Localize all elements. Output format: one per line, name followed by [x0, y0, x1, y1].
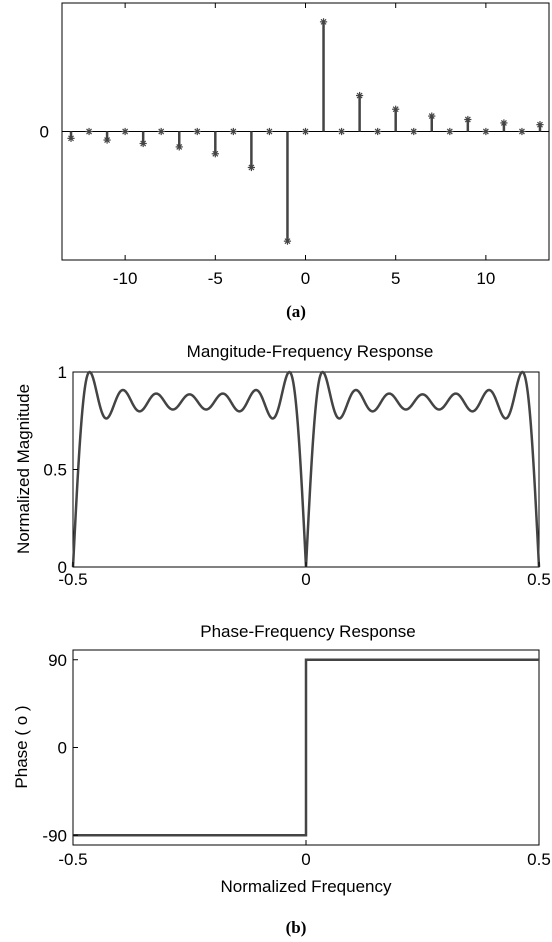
magnitude-title: Mangitude-Frequency Response	[187, 342, 434, 361]
y-tick-label: 0	[58, 558, 67, 577]
x-tick-label: 0	[301, 269, 310, 288]
stem-marker	[157, 127, 165, 136]
x-tick-label: 0.5	[527, 850, 551, 869]
stem-marks	[67, 18, 544, 245]
stem-y-ticks: 0	[40, 123, 49, 142]
caption-b: (b)	[286, 918, 307, 937]
stem-marker	[500, 119, 508, 127]
magnitude-y-ticks: 00.51	[43, 363, 78, 577]
y-tick-label: 0.5	[43, 461, 67, 480]
phase-x-label: Normalized Frequency	[220, 877, 392, 896]
stem-marker	[518, 127, 526, 136]
x-tick-label: 0.5	[527, 570, 551, 589]
stem-plot: -10 -5 0 5 10 0 (a)	[40, 2, 550, 321]
magnitude-x-ticks: -0.5 0 0.5	[58, 562, 551, 589]
magnitude-plot-frame	[72, 371, 540, 568]
stem-marker	[265, 127, 274, 136]
stem-marker	[121, 127, 129, 136]
stem-marker	[356, 91, 364, 100]
stem-marker	[67, 134, 75, 142]
x-tick-label: 0	[301, 850, 310, 869]
stem-marker	[464, 115, 472, 124]
stem-marker	[247, 163, 255, 172]
magnitude-plot: Mangitude-Frequency Response -0.5 0 0.5 00…	[14, 342, 551, 589]
stem-marker	[319, 18, 328, 26]
stem-marker	[193, 127, 201, 136]
y-tick-label: 0	[40, 123, 49, 142]
x-tick-label: -10	[113, 269, 138, 288]
x-tick-label: -5	[208, 269, 223, 288]
stem-marker	[85, 127, 93, 136]
phase-y-label: Phase ( o )	[12, 705, 31, 788]
x-tick-label: -0.5	[58, 570, 87, 589]
stem-marker	[410, 127, 418, 136]
x-tick-label: -0.5	[58, 850, 87, 869]
stem-marker	[283, 237, 292, 245]
phase-curve	[73, 658, 539, 837]
stem-marker	[103, 136, 111, 144]
phase-plot: Phase-Frequency Response -0.5 0 0.5 -90 0 90…	[12, 622, 551, 937]
stem-marker	[337, 127, 346, 136]
x-tick-label: 0	[301, 570, 310, 589]
phase-title: Phase-Frequency Response	[200, 622, 415, 641]
magnitude-curve	[71, 370, 541, 568]
stem-marker	[175, 143, 183, 151]
stem-marker	[139, 139, 147, 148]
stem-marker	[536, 121, 544, 129]
magnitude-y-label: Normalized Magnitude	[14, 384, 33, 554]
y-tick-label: -90	[42, 826, 67, 845]
stem-marker	[229, 127, 237, 136]
y-tick-label: 90	[48, 651, 67, 670]
stem-marker	[211, 150, 219, 158]
phase-x-ticks: -0.5 0 0.5	[58, 840, 551, 869]
stem-marker	[482, 127, 490, 136]
x-tick-label: 5	[391, 269, 400, 288]
stem-marker	[428, 112, 436, 120]
stem-marker	[301, 127, 310, 136]
stem-marker	[392, 105, 400, 113]
stem-marker	[446, 127, 454, 136]
y-tick-label: 0	[58, 739, 67, 758]
caption-a: (a)	[286, 302, 306, 321]
x-tick-label: 10	[476, 269, 495, 288]
phase-y-ticks: -90 0 90	[42, 651, 78, 845]
y-tick-label: 1	[58, 363, 67, 382]
stem-x-ticks: -10 -5 0 5 10	[113, 3, 495, 288]
stem-marker	[374, 127, 382, 136]
